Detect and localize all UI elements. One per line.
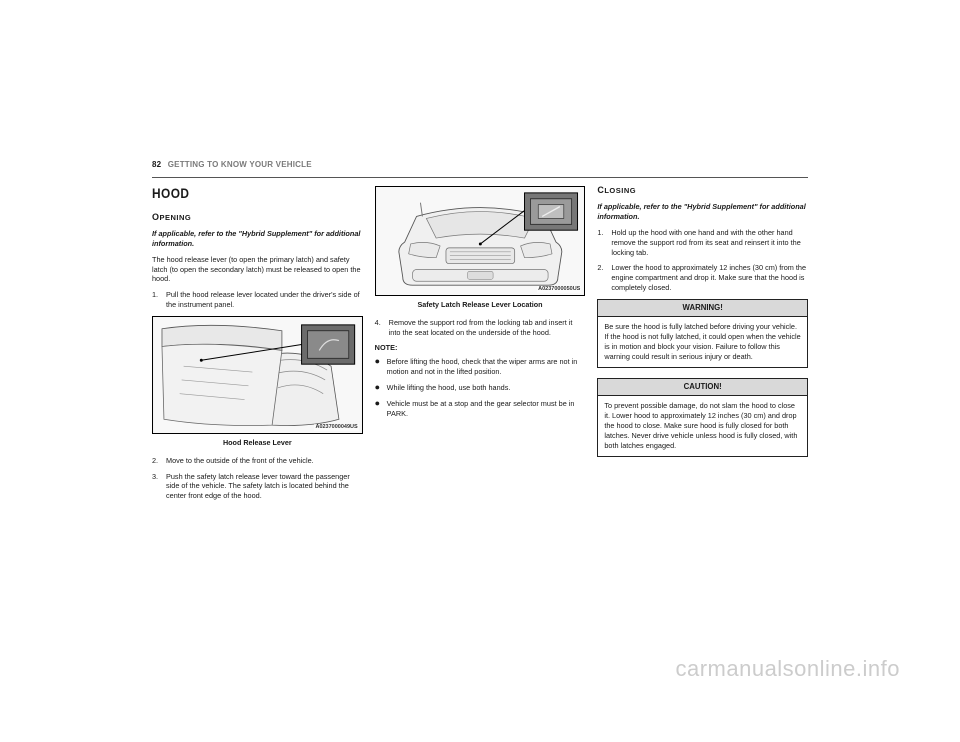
caution-box: CAUTION! To prevent possible damage, do … [597, 378, 808, 457]
bullet-2: ● While lifting the hood, use both hands… [375, 383, 586, 393]
watermark: carmanualsonline.info [675, 656, 900, 682]
page-header: 82 GETTING TO KNOW YOUR VEHICLE [152, 160, 808, 169]
bullet-3: ● Vehicle must be at a stop and the gear… [375, 399, 586, 419]
hybrid-note-closing: If applicable, refer to the "Hybrid Supp… [597, 202, 808, 222]
closing-step-1: 1. Hold up the hood with one hand and wi… [597, 228, 808, 258]
figure-2-caption: Safety Latch Release Lever Location [375, 300, 586, 310]
closing-heading: CLOSING [597, 184, 808, 196]
caution-heading: CAUTION! [598, 379, 807, 397]
safety-latch-sketch [376, 187, 585, 295]
closing-steps: 1. Hold up the hood with one hand and wi… [597, 228, 808, 293]
closing-step-2: 2. Lower the hood to approximately 12 in… [597, 263, 808, 293]
bullet-1: ● Before lifting the hood, check that th… [375, 357, 586, 377]
warning-heading: WARNING! [598, 300, 807, 318]
step-2: 2. Move to the outside of the front of t… [152, 456, 363, 466]
opening-steps-a: 1. Pull the hood release lever located u… [152, 290, 363, 310]
hybrid-note: If applicable, refer to the "Hybrid Supp… [152, 229, 363, 249]
note-bullets: ● Before lifting the hood, check that th… [375, 357, 586, 418]
column-1: HOOD OPENING If applicable, refer to the… [152, 184, 363, 507]
opening-steps-c: 4. Remove the support rod from the locki… [375, 318, 586, 338]
opening-heading: OPENING [152, 211, 363, 223]
hood-heading: HOOD [152, 184, 331, 203]
column-3: CLOSING If applicable, refer to the "Hyb… [597, 184, 808, 507]
warning-body: Be sure the hood is fully latched before… [598, 317, 807, 366]
page-number: 82 [152, 160, 161, 169]
step-1: 1. Pull the hood release lever located u… [152, 290, 363, 310]
figure-1-caption: Hood Release Lever [152, 438, 363, 448]
step-3: 3. Push the safety latch release lever t… [152, 472, 363, 502]
hood-lever-sketch [153, 317, 362, 433]
figure-safety-latch: A0237000050US [375, 186, 586, 296]
section-title: GETTING TO KNOW YOUR VEHICLE [168, 160, 312, 169]
header-rule [152, 177, 808, 178]
figure-hood-release-lever: A0237000049US [152, 316, 363, 434]
manual-page: 82 GETTING TO KNOW YOUR VEHICLE HOOD OPE… [152, 160, 808, 507]
step-4: 4. Remove the support rod from the locki… [375, 318, 586, 338]
column-2: A0237000050US Safety Latch Release Lever… [375, 184, 586, 507]
warning-box: WARNING! Be sure the hood is fully latch… [597, 299, 808, 368]
figure-code: A0237000049US [314, 424, 358, 431]
opening-steps-b: 2. Move to the outside of the front of t… [152, 456, 363, 501]
note-heading: NOTE: [375, 343, 586, 353]
opening-intro: The hood release lever (to open the prim… [152, 255, 363, 285]
figure-code: A0237000050US [537, 286, 581, 293]
columns: HOOD OPENING If applicable, refer to the… [152, 184, 808, 507]
caution-body: To prevent possible damage, do not slam … [598, 396, 807, 455]
